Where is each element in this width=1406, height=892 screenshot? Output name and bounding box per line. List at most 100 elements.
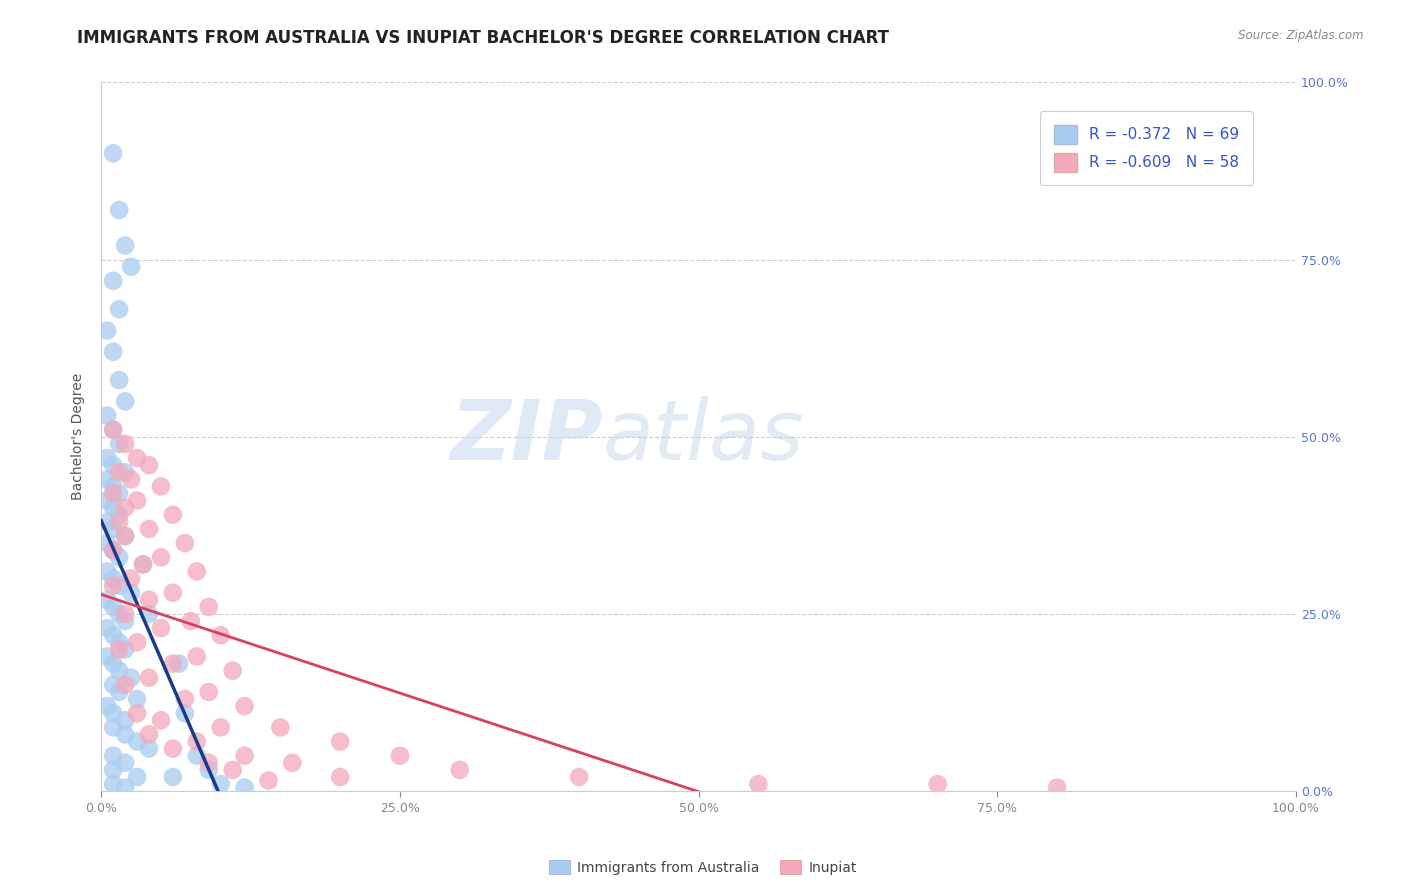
- Point: [125, 706, 148, 721]
- Point: [101, 748, 124, 763]
- Point: [138, 592, 160, 607]
- Point: [96, 409, 118, 423]
- Point: [149, 550, 172, 565]
- Point: [162, 770, 184, 784]
- Point: [197, 756, 219, 770]
- Point: [114, 465, 136, 479]
- Point: [96, 565, 118, 579]
- Point: [209, 720, 232, 734]
- Point: [173, 692, 195, 706]
- Point: [125, 635, 148, 649]
- Point: [149, 713, 172, 727]
- Point: [125, 770, 148, 784]
- Point: [101, 423, 124, 437]
- Point: [120, 260, 142, 274]
- Point: [281, 756, 304, 770]
- Point: [138, 727, 160, 741]
- Point: [747, 777, 769, 791]
- Point: [108, 685, 131, 699]
- Point: [186, 734, 208, 748]
- Point: [120, 472, 142, 486]
- Point: [101, 543, 124, 558]
- Text: IMMIGRANTS FROM AUSTRALIA VS INUPIAT BACHELOR'S DEGREE CORRELATION CHART: IMMIGRANTS FROM AUSTRALIA VS INUPIAT BAC…: [77, 29, 890, 46]
- Point: [173, 536, 195, 550]
- Point: [197, 763, 219, 777]
- Point: [96, 621, 118, 635]
- Point: [114, 614, 136, 628]
- Point: [96, 592, 118, 607]
- Point: [101, 777, 124, 791]
- Point: [108, 635, 131, 649]
- Point: [927, 777, 949, 791]
- Point: [114, 642, 136, 657]
- Point: [233, 748, 256, 763]
- Point: [96, 699, 118, 714]
- Point: [233, 780, 256, 795]
- Point: [162, 508, 184, 522]
- Point: [209, 628, 232, 642]
- Point: [132, 558, 155, 572]
- Point: [149, 621, 172, 635]
- Point: [114, 756, 136, 770]
- Point: [114, 529, 136, 543]
- Point: [329, 770, 352, 784]
- Point: [101, 763, 124, 777]
- Point: [108, 607, 131, 621]
- Point: [162, 741, 184, 756]
- Point: [221, 763, 243, 777]
- Point: [114, 727, 136, 741]
- Point: [108, 465, 131, 479]
- Point: [125, 734, 148, 748]
- Point: [108, 437, 131, 451]
- Point: [114, 607, 136, 621]
- Point: [120, 671, 142, 685]
- Legend: Immigrants from Australia, Inupiat: Immigrants from Australia, Inupiat: [544, 855, 862, 880]
- Point: [269, 720, 291, 734]
- Point: [138, 607, 160, 621]
- Point: [96, 451, 118, 466]
- Y-axis label: Bachelor's Degree: Bachelor's Degree: [72, 373, 86, 500]
- Legend: R = -0.372   N = 69, R = -0.609   N = 58: R = -0.372 N = 69, R = -0.609 N = 58: [1040, 112, 1253, 186]
- Point: [197, 685, 219, 699]
- Point: [114, 780, 136, 795]
- Text: ZIP: ZIP: [450, 396, 603, 477]
- Point: [114, 437, 136, 451]
- Point: [96, 536, 118, 550]
- Point: [167, 657, 190, 671]
- Point: [108, 486, 131, 500]
- Point: [108, 579, 131, 593]
- Point: [108, 550, 131, 565]
- Point: [101, 522, 124, 536]
- Point: [138, 671, 160, 685]
- Point: [114, 529, 136, 543]
- Point: [197, 599, 219, 614]
- Point: [125, 493, 148, 508]
- Point: [108, 508, 131, 522]
- Point: [186, 649, 208, 664]
- Point: [125, 451, 148, 466]
- Point: [162, 585, 184, 599]
- Point: [186, 748, 208, 763]
- Point: [101, 599, 124, 614]
- Point: [101, 423, 124, 437]
- Point: [449, 763, 471, 777]
- Point: [96, 515, 118, 529]
- Text: atlas: atlas: [603, 396, 804, 477]
- Point: [209, 777, 232, 791]
- Point: [96, 324, 118, 338]
- Point: [101, 500, 124, 515]
- Point: [114, 713, 136, 727]
- Point: [149, 479, 172, 493]
- Point: [101, 344, 124, 359]
- Point: [329, 734, 352, 748]
- Point: [101, 458, 124, 472]
- Point: [138, 522, 160, 536]
- Point: [101, 572, 124, 586]
- Point: [101, 274, 124, 288]
- Text: Source: ZipAtlas.com: Source: ZipAtlas.com: [1239, 29, 1364, 42]
- Point: [108, 664, 131, 678]
- Point: [108, 515, 131, 529]
- Point: [101, 479, 124, 493]
- Point: [114, 238, 136, 252]
- Point: [108, 373, 131, 387]
